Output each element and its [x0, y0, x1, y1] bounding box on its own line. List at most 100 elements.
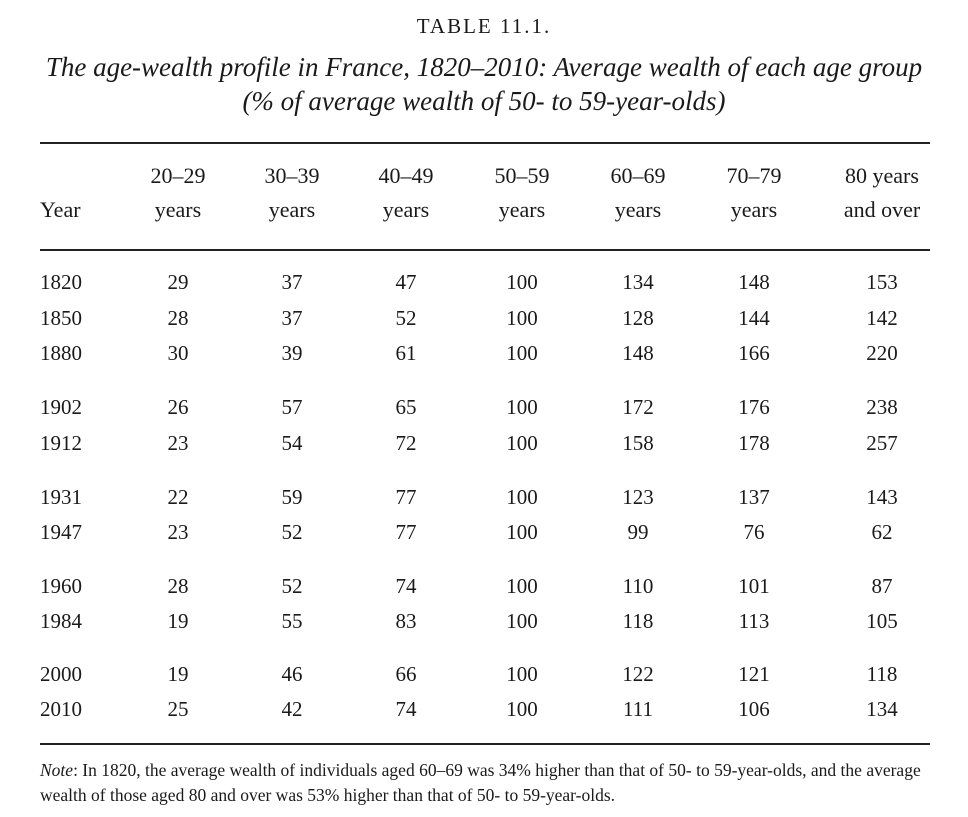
- row-year: 1912: [40, 431, 82, 455]
- table-cell: 122: [622, 662, 654, 686]
- column-header: 70–79 years: [694, 159, 814, 227]
- row-year: 1984: [40, 609, 82, 633]
- table-cell: 137: [738, 485, 770, 509]
- row-year: 1947: [40, 520, 82, 544]
- table-cell: 106: [738, 697, 770, 721]
- table-cell: 111: [623, 697, 653, 721]
- column-header-line-2: and over: [843, 197, 921, 222]
- table-cell: 257: [866, 431, 898, 455]
- table-title: The age-wealth profile in France, 1820–2…: [0, 50, 968, 118]
- column-header-line-1: 60–69: [610, 163, 666, 188]
- row-year: 1902: [40, 395, 82, 419]
- table-title-line-1: The age-wealth profile in France, 1820–2…: [45, 52, 923, 82]
- table-cell: 238: [866, 395, 898, 419]
- table-cell: 121: [738, 662, 770, 686]
- table-number: TABLE 11.1.: [416, 14, 552, 38]
- row-year: 2000: [40, 662, 82, 686]
- table-cell: 39: [281, 341, 303, 365]
- table-cell: 23: [167, 520, 189, 544]
- table-cell: 143: [866, 485, 898, 509]
- note-text: : In 1820, the average wealth of individ…: [40, 760, 921, 805]
- table-cell: 37: [281, 270, 303, 294]
- column-header-line-2: years: [154, 197, 202, 222]
- column-header-line-1: 80 years: [845, 163, 919, 188]
- table-cell: 113: [738, 609, 770, 633]
- table-cell: 28: [167, 574, 189, 598]
- table-cell: 61: [395, 341, 417, 365]
- table-cell: 25: [167, 697, 189, 721]
- table-cell: 158: [622, 431, 654, 455]
- column-header-line-2: years: [268, 197, 316, 222]
- column-header-line-1: 40–49: [378, 163, 434, 188]
- table-cell: 59: [281, 485, 303, 509]
- table-cell: 148: [738, 270, 770, 294]
- table-cell: 144: [738, 306, 770, 330]
- table-cell: 76: [743, 520, 765, 544]
- table-cell: 30: [167, 341, 189, 365]
- table-cell: 172: [622, 395, 654, 419]
- table-cell: 77: [395, 485, 417, 509]
- table-cell: 74: [395, 697, 417, 721]
- table-cell: 62: [871, 520, 893, 544]
- top-rule: [40, 142, 930, 144]
- table-cell: 220: [866, 341, 898, 365]
- table-cell: 100: [506, 395, 538, 419]
- table-cell: 100: [506, 520, 538, 544]
- table-cell: 110: [622, 574, 654, 598]
- table-cell: 153: [866, 270, 898, 294]
- header-year: Year: [40, 197, 81, 222]
- row-year: 1850: [40, 306, 82, 330]
- table-cell: 148: [622, 341, 654, 365]
- table-cell: 134: [622, 270, 654, 294]
- table-note: Note: In 1820, the average wealth of ind…: [40, 758, 930, 808]
- table-cell: 105: [866, 609, 898, 633]
- table-cell: 37: [281, 306, 303, 330]
- table-cell: 123: [622, 485, 654, 509]
- table-cell: 54: [281, 431, 303, 455]
- table-cell: 66: [395, 662, 417, 686]
- row-year: 1931: [40, 485, 82, 509]
- note-label: Note: [40, 760, 74, 780]
- column-header-line-1: 30–39: [264, 163, 320, 188]
- row-year: 1880: [40, 341, 82, 365]
- column-header-line-1: 50–59: [494, 163, 550, 188]
- column-header-line-2: years: [614, 197, 662, 222]
- table-cell: 101: [738, 574, 770, 598]
- table-cell: 99: [627, 520, 649, 544]
- table-cell: 100: [506, 574, 538, 598]
- table-cell: 100: [506, 270, 538, 294]
- table-cell: 19: [167, 609, 189, 633]
- column-header: 60–69 years: [578, 159, 698, 227]
- table-cell: 57: [281, 395, 303, 419]
- table-cell: 83: [395, 609, 417, 633]
- table-cell: 47: [395, 270, 417, 294]
- table-cell: 134: [866, 697, 898, 721]
- table-cell: 65: [395, 395, 417, 419]
- row-year: 1960: [40, 574, 82, 598]
- table-cell: 23: [167, 431, 189, 455]
- column-header-line-1: 20–29: [150, 163, 206, 188]
- table-cell: 176: [738, 395, 770, 419]
- column-header: 50–59 years: [462, 159, 582, 227]
- table-cell: 72: [395, 431, 417, 455]
- table-title-line-2: (% of average wealth of 50- to 59-year-o…: [242, 86, 726, 116]
- table-cell: 87: [871, 574, 893, 598]
- table-cell: 100: [506, 662, 538, 686]
- table-cell: 29: [167, 270, 189, 294]
- table-cell: 100: [506, 431, 538, 455]
- table-cell: 178: [738, 431, 770, 455]
- table-cell: 26: [167, 395, 189, 419]
- row-year: 1820: [40, 270, 82, 294]
- column-header-line-2: years: [498, 197, 546, 222]
- table-cell: 100: [506, 485, 538, 509]
- column-header: 20–29 years: [118, 159, 238, 227]
- table-cell: 100: [506, 306, 538, 330]
- table-cell: 142: [866, 306, 898, 330]
- table-cell: 52: [395, 306, 417, 330]
- table-cell: 166: [738, 341, 770, 365]
- table-cell: 22: [167, 485, 189, 509]
- table-cell: 74: [395, 574, 417, 598]
- table-cell: 118: [866, 662, 898, 686]
- bottom-rule: [40, 743, 930, 745]
- table-cell: 42: [281, 697, 303, 721]
